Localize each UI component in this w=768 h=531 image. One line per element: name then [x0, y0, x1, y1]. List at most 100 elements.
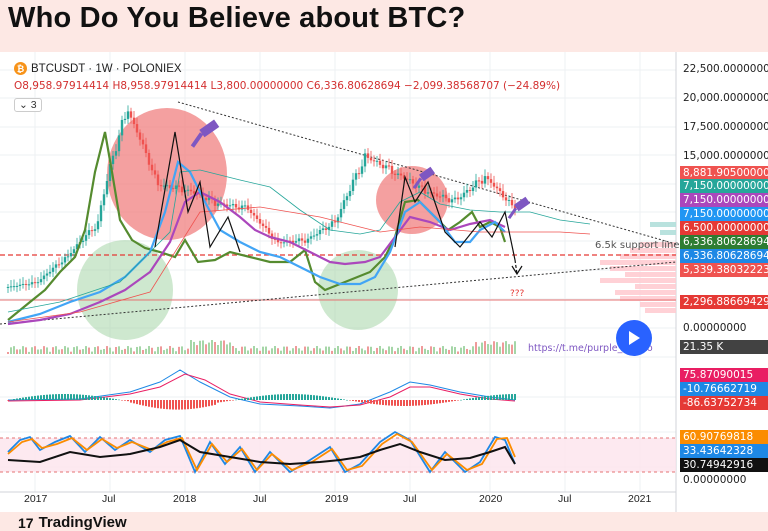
macd-bar	[169, 400, 171, 410]
volume-bar	[346, 346, 348, 354]
candle-body	[270, 233, 274, 239]
macd-bar	[475, 397, 477, 400]
x-tick: Jul	[403, 493, 417, 505]
telegram-link[interactable]: https://t.me/purple_crypto	[528, 343, 653, 354]
macd-bar	[34, 395, 36, 400]
macd-bar	[250, 397, 252, 400]
candle-body	[387, 165, 391, 167]
candle-body	[282, 242, 286, 244]
volume-bar	[499, 346, 501, 354]
volume-bar	[259, 350, 261, 354]
macd-bar	[226, 400, 228, 402]
candle-body	[57, 264, 61, 266]
macd-bar	[511, 394, 513, 400]
volume-bar	[25, 347, 27, 354]
volume-bar	[238, 350, 240, 354]
macd-bar	[502, 394, 504, 400]
macd-bar	[142, 400, 144, 406]
candle-body	[351, 179, 355, 192]
volume-bar	[352, 350, 354, 354]
macd-bar	[349, 400, 351, 401]
macd-bar	[100, 396, 102, 400]
candle-body	[153, 170, 157, 175]
candle-body	[363, 153, 367, 167]
volume-bar	[127, 346, 129, 354]
candle-body	[330, 221, 334, 227]
volume-bar	[448, 349, 450, 354]
volume-bar	[433, 346, 435, 354]
macd-bar	[52, 394, 54, 400]
macd-bar	[127, 400, 129, 402]
volume-bar	[34, 346, 36, 354]
candle-body	[402, 175, 406, 179]
volume-bar	[229, 342, 231, 354]
tradingview-logo[interactable]: 17 TradingView	[18, 514, 127, 531]
candle-body	[324, 228, 328, 230]
volume-bar	[391, 346, 393, 354]
volume-bar	[331, 350, 333, 354]
macd-bar	[73, 394, 75, 400]
volume-bar	[55, 346, 57, 354]
macd-bar	[304, 394, 306, 400]
symbol-header[interactable]: ₿ BTCUSDT · 1W · POLONIEX	[14, 62, 182, 75]
macd-bar	[166, 400, 168, 410]
volume-bar	[310, 350, 312, 354]
price-tick: 22,500.00000000	[683, 63, 768, 75]
candle-body	[294, 241, 298, 243]
symbol-text: BTCUSDT · 1W · POLONIEX	[31, 62, 182, 75]
macd-bar	[427, 400, 429, 405]
volume-bar	[217, 344, 219, 354]
volume-bar	[328, 346, 330, 354]
price-label: 5,339.38032223	[680, 263, 768, 277]
x-tick: Jul	[102, 493, 116, 505]
candle-body	[381, 164, 385, 169]
volume-bar	[142, 349, 144, 354]
x-tick: 2017	[24, 493, 48, 505]
macd-bar	[478, 397, 480, 400]
candle-body	[30, 282, 34, 285]
volume-bar	[295, 346, 297, 354]
macd-bar	[448, 400, 450, 402]
volume-bar	[370, 346, 372, 354]
play-button[interactable]	[616, 320, 652, 356]
macd-bar	[22, 397, 24, 400]
volume-bar	[421, 346, 423, 354]
price-tick: 15,000.00000000	[683, 150, 768, 162]
macd-bar	[271, 394, 273, 400]
volume-bar	[256, 348, 258, 354]
candle-body	[255, 215, 259, 220]
macd-bar	[400, 400, 402, 406]
candle-body	[177, 185, 181, 187]
macd-bar	[202, 400, 204, 408]
macd-bar	[55, 394, 57, 400]
macd-bar	[289, 394, 291, 400]
candle-body	[249, 209, 253, 213]
volume-bar	[355, 348, 357, 354]
volume-bar	[379, 346, 381, 354]
volume-bar	[100, 349, 102, 354]
volume-bar	[292, 348, 294, 354]
macd-bar	[97, 396, 99, 400]
volume-bar	[211, 340, 213, 354]
volume-bar	[490, 344, 492, 354]
macd-bar	[421, 400, 423, 406]
x-tick: Jul	[558, 493, 572, 505]
x-tick: 2018	[173, 493, 197, 505]
macd-bar	[67, 394, 69, 400]
macd-bar	[469, 398, 471, 400]
macd-bar	[433, 400, 435, 405]
candle-body	[117, 135, 121, 152]
macd-bar	[283, 394, 285, 400]
indicator-toggle[interactable]: ⌄ 3	[14, 98, 42, 112]
candle-body	[333, 221, 337, 223]
volume-bar	[241, 346, 243, 354]
volume-bar	[322, 350, 324, 354]
volume-bar	[124, 348, 126, 354]
volume-bar	[412, 346, 414, 354]
candle-body	[75, 244, 79, 250]
volume-bar	[214, 341, 216, 354]
candle-body	[339, 208, 343, 218]
volume-bar	[88, 347, 90, 354]
chart-area[interactable]: ₿ BTCUSDT · 1W · POLONIEX O8,958.9791441…	[0, 52, 768, 531]
x-tick: 2021	[628, 493, 652, 505]
